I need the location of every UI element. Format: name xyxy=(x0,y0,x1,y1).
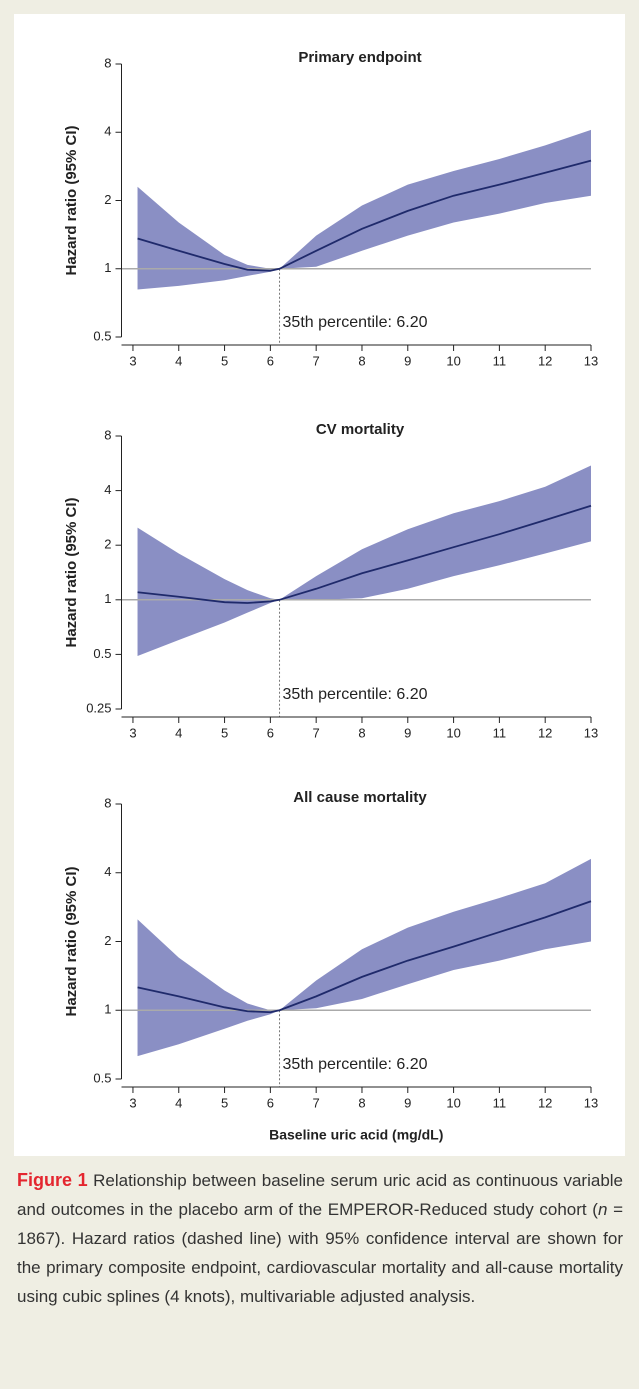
x-tick-label: 8 xyxy=(358,353,365,368)
x-tick-label: 10 xyxy=(446,725,460,740)
x-tick-label: 11 xyxy=(493,1095,507,1110)
y-tick-label: 0.5 xyxy=(93,328,111,343)
x-tick-label: 11 xyxy=(493,725,507,740)
x-tick-label: 5 xyxy=(221,1095,228,1110)
y-axis-title: Hazard ratio (95% CI) xyxy=(63,497,80,647)
confidence-band xyxy=(137,858,591,1057)
x-tick-label: 7 xyxy=(313,1095,320,1110)
confidence-band xyxy=(137,129,591,290)
x-tick-label: 13 xyxy=(584,1095,598,1110)
x-tick-label: 5 xyxy=(221,725,228,740)
y-tick-label: 1 xyxy=(104,1002,111,1017)
chart-title: All cause mortality xyxy=(293,789,427,806)
chart: Primary endpoint Hazard ratio (95% CI) 35t… xyxy=(63,49,598,1143)
x-tick-label: 6 xyxy=(267,1095,274,1110)
y-tick-label: 2 xyxy=(104,537,111,552)
x-tick-label: 6 xyxy=(267,353,274,368)
chart-title: Primary endpoint xyxy=(298,49,421,66)
hazard-line xyxy=(137,900,592,1014)
x-tick-label: 7 xyxy=(313,353,320,368)
y-tick-label: 0.25 xyxy=(86,700,111,715)
y-tick-label: 8 xyxy=(104,55,111,70)
x-tick-label: 12 xyxy=(538,725,552,740)
x-tick-label: 13 xyxy=(584,353,598,368)
chart-title: CV mortality xyxy=(316,421,405,438)
caption-text: = 1867). Hazard ratios (dashed line) wit… xyxy=(17,1200,624,1306)
x-tick-label: 8 xyxy=(358,1095,365,1110)
hazard-line xyxy=(137,504,592,604)
confidence-band xyxy=(137,465,591,656)
y-tick-label: 4 xyxy=(104,864,111,879)
x-tick-label: 6 xyxy=(267,725,274,740)
x-tick-label: 3 xyxy=(129,1095,136,1110)
caption: Figure 1 Relationship between baseline s… xyxy=(17,1166,623,1311)
y-axis-title: Hazard ratio (95% CI) xyxy=(63,125,80,275)
y-tick-label: 8 xyxy=(104,795,111,810)
x-tick-label: 4 xyxy=(175,1095,182,1110)
x-tick-label: 4 xyxy=(175,725,182,740)
x-axis-title: Baseline uric acid (mg/dL) xyxy=(269,1127,443,1143)
annotation: 35th percentile: 6.20 xyxy=(283,314,428,331)
hazard-line xyxy=(137,159,592,272)
x-tick-label: 4 xyxy=(175,353,182,368)
x-tick-label: 12 xyxy=(538,1095,552,1110)
x-tick-label: 10 xyxy=(446,1095,460,1110)
x-tick-label: 9 xyxy=(404,353,411,368)
y-tick-label: 0.5 xyxy=(93,1070,111,1085)
x-tick-label: 3 xyxy=(129,725,136,740)
x-tick-label: 9 xyxy=(404,725,411,740)
y-tick-label: 4 xyxy=(104,124,111,139)
y-tick-label: 2 xyxy=(104,933,111,948)
x-tick-label: 11 xyxy=(493,353,507,368)
x-tick-label: 10 xyxy=(446,353,460,368)
x-tick-label: 7 xyxy=(313,725,320,740)
caption-italic: n xyxy=(597,1200,608,1219)
x-tick-label: 3 xyxy=(129,353,136,368)
y-tick-label: 1 xyxy=(104,260,111,275)
x-tick-label: 9 xyxy=(404,1095,411,1110)
y-tick-label: 1 xyxy=(104,591,111,606)
y-tick-label: 4 xyxy=(104,482,111,497)
x-tick-label: 13 xyxy=(584,725,598,740)
annotation: 35th percentile: 6.20 xyxy=(283,1056,428,1073)
y-tick-label: 8 xyxy=(104,427,111,442)
y-axis-title: Hazard ratio (95% CI) xyxy=(63,866,80,1016)
annotation: 35th percentile: 6.20 xyxy=(283,686,428,703)
y-tick-label: 0.5 xyxy=(93,646,111,661)
x-tick-label: 8 xyxy=(358,725,365,740)
x-tick-label: 12 xyxy=(538,353,552,368)
x-tick-label: 5 xyxy=(221,353,228,368)
caption-label: Figure 1 xyxy=(17,1170,88,1190)
caption-text: Relationship between baseline serum uric… xyxy=(17,1171,624,1219)
y-tick-label: 2 xyxy=(104,192,111,207)
